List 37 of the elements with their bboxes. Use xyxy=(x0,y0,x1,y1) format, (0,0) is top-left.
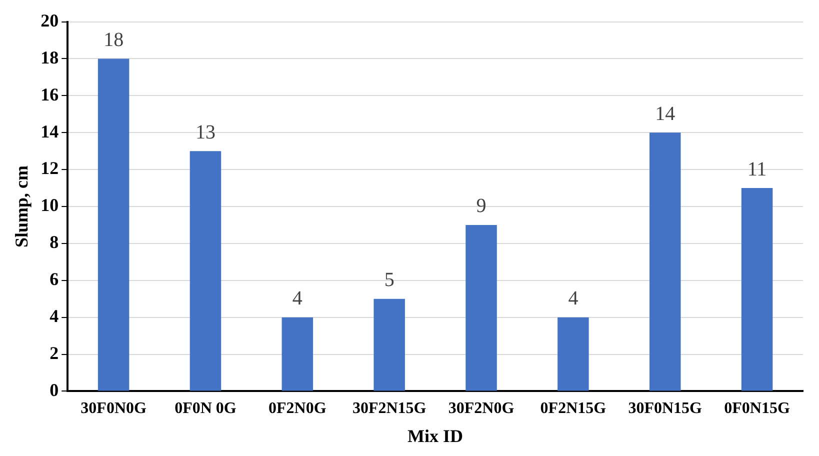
bar xyxy=(98,58,130,391)
x-tick-label: 0F0N15G xyxy=(724,400,790,417)
data-label: 4 xyxy=(292,288,302,310)
x-tick-label: 30F2N0G xyxy=(448,400,515,417)
bar xyxy=(282,317,314,391)
y-tick-label: 16 xyxy=(40,84,59,104)
y-tick-label: 12 xyxy=(40,158,59,178)
x-tick-label: 30F0N0G xyxy=(80,400,147,417)
y-tick-label: 6 xyxy=(50,269,59,290)
y-tick-label: 10 xyxy=(40,195,59,216)
x-tick-label: 0F2N0G xyxy=(268,400,327,417)
x-tick-label: 0F0N 0G xyxy=(174,400,237,417)
bar xyxy=(649,132,681,391)
y-tick-label: 18 xyxy=(40,47,59,68)
x-tick-label: 0F2N15G xyxy=(540,400,607,417)
bar xyxy=(374,298,405,391)
y-tick-label: 8 xyxy=(50,232,59,252)
x-axis-title: Mix ID xyxy=(408,426,464,446)
data-label: 18 xyxy=(104,28,124,51)
bar xyxy=(466,224,497,391)
y-axis-title: Slump, cm xyxy=(11,165,32,248)
data-label: 9 xyxy=(476,195,486,218)
y-tick-label: 14 xyxy=(40,121,59,142)
data-label: 14 xyxy=(655,102,676,125)
bar xyxy=(741,188,773,391)
bar xyxy=(190,151,222,391)
bar xyxy=(558,317,589,391)
y-tick-label: 2 xyxy=(50,342,59,363)
x-tick-label: 30F0N15G xyxy=(628,400,703,417)
x-tick-label: 30F2N15G xyxy=(352,400,427,417)
data-label: 4 xyxy=(568,288,578,310)
y-tick-label: 0 xyxy=(50,380,59,400)
data-label: 13 xyxy=(195,121,216,144)
data-label: 11 xyxy=(747,158,767,180)
y-tick-label: 20 xyxy=(40,10,59,30)
data-label: 5 xyxy=(384,269,394,292)
y-tick-label: 4 xyxy=(50,306,59,326)
